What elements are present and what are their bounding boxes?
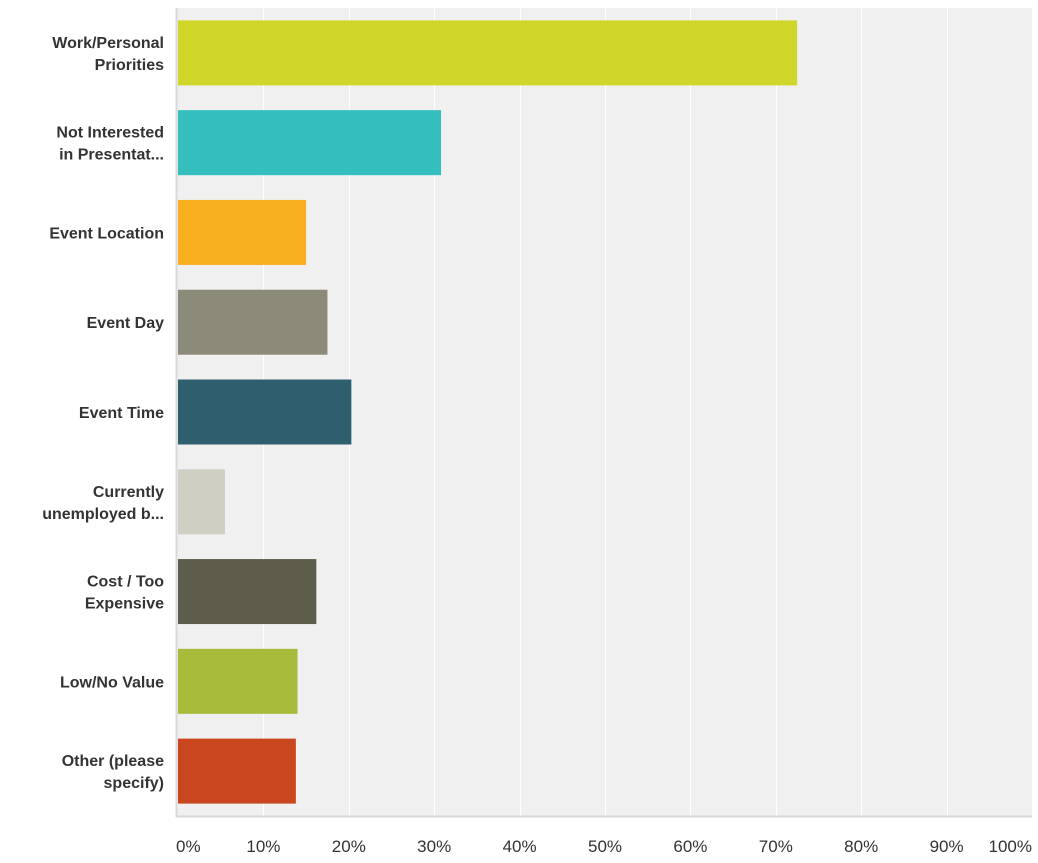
bar (178, 379, 352, 445)
category-label-line: specify) (104, 775, 164, 792)
x-tick-label: 60% (673, 837, 707, 856)
category-label: Work/Personal Priorities (52, 35, 164, 74)
x-tick-label: 50% (588, 837, 622, 856)
category-label-line: Low/No Value (60, 674, 164, 691)
bar (178, 648, 298, 714)
category-label: Other (please specify) (62, 753, 164, 792)
bar (178, 199, 307, 265)
x-tick-labels: 0% 10% 20% 30% 40% 50% 60% 70% 80% 90% 100% (176, 837, 1032, 856)
category-label: Event Day (87, 315, 164, 332)
bar (178, 559, 317, 625)
category-label-line: Event Day (87, 315, 164, 332)
category-label: Event Location (49, 225, 164, 242)
category-labels: Work/Personal Priorities Not Interested in … (42, 35, 164, 792)
category-label-line: Cost / Too (87, 574, 164, 591)
x-tick-label: 100% (989, 837, 1032, 856)
bar (178, 20, 798, 86)
category-label-line: Work/Personal (52, 35, 164, 52)
category-label-line: unemployed b... (42, 506, 164, 523)
bars (178, 20, 798, 804)
x-tick-label: 90% (930, 837, 964, 856)
bar (178, 289, 328, 355)
category-label: Low/No Value (60, 674, 164, 691)
x-tick-label: 0% (176, 837, 201, 856)
category-label-line: Other (please (62, 753, 164, 770)
x-tick-label: 40% (503, 837, 537, 856)
bar (178, 738, 296, 804)
x-tick-label: 10% (246, 837, 280, 856)
x-tick-label: 70% (759, 837, 793, 856)
category-label: Currently unemployed b... (42, 484, 164, 523)
category-label-line: in Presentat... (59, 147, 164, 164)
bar (178, 110, 442, 176)
category-label-line: Priorities (95, 57, 164, 74)
category-label: Not Interested in Presentat... (56, 125, 164, 164)
x-tick-label: 80% (844, 837, 878, 856)
bar (178, 469, 225, 535)
category-label: Cost / Too Expensive (85, 574, 164, 613)
category-label-line: Event Time (79, 405, 164, 422)
category-label-line: Event Location (49, 225, 164, 242)
x-tick-label: 20% (332, 837, 366, 856)
category-label: Event Time (79, 405, 164, 422)
category-label-line: Not Interested (56, 125, 164, 142)
category-label-line: Currently (93, 484, 164, 501)
x-tick-label: 30% (417, 837, 451, 856)
category-label-line: Expensive (85, 596, 164, 613)
